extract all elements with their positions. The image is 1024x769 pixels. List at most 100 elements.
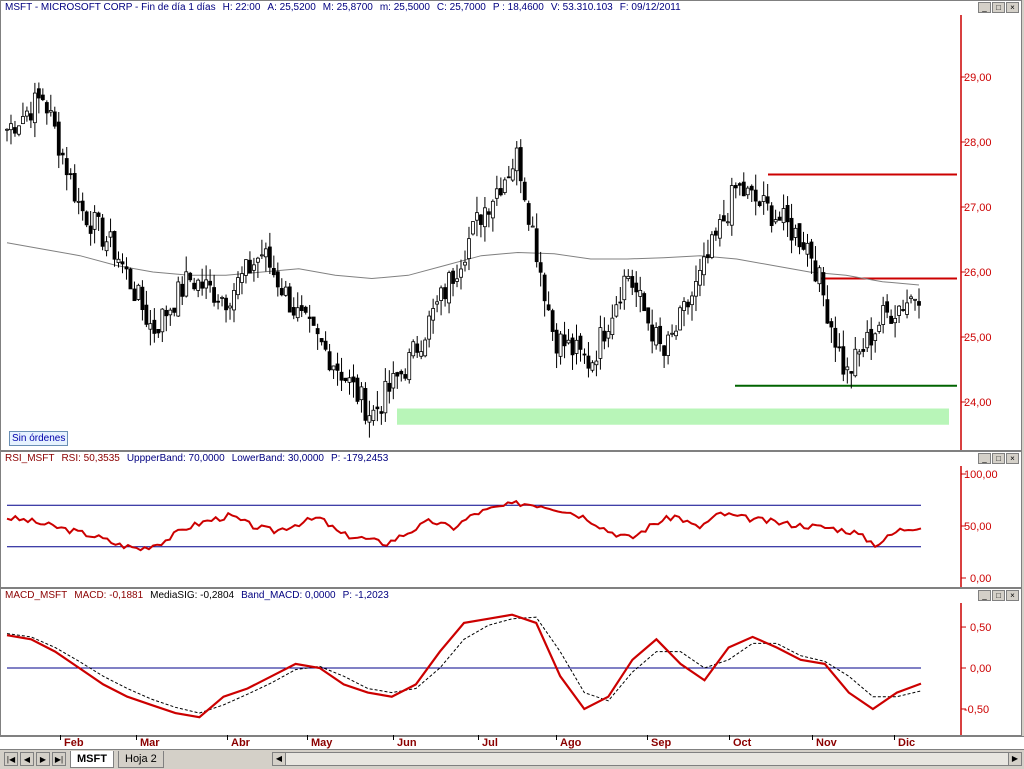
- candlestick: [530, 216, 535, 228]
- tab-msft[interactable]: MSFT: [70, 751, 114, 768]
- candlestick: [554, 323, 559, 369]
- candlestick: [84, 210, 89, 228]
- candlestick: [893, 305, 898, 338]
- candlestick: [455, 264, 459, 288]
- candlestick: [586, 342, 591, 378]
- month-label: Feb: [64, 737, 84, 749]
- orders-badge[interactable]: Sin órdenes: [9, 431, 69, 446]
- candlestick: [367, 400, 372, 438]
- next-icon[interactable]: ▶: [36, 752, 50, 766]
- title-part: C: 25,7000: [436, 2, 486, 13]
- candlestick: [271, 255, 276, 278]
- candlestick: [475, 196, 479, 237]
- price-tick-label: 28,00: [964, 137, 992, 149]
- candlestick: [423, 337, 428, 358]
- candlestick: [140, 280, 145, 321]
- candlestick: [494, 175, 499, 206]
- close-icon[interactable]: ×: [1006, 590, 1019, 601]
- tab-hoja-2[interactable]: Hoja 2: [118, 751, 164, 768]
- candlestick: [690, 291, 694, 321]
- close-icon[interactable]: ×: [1006, 453, 1019, 464]
- candlestick: [315, 323, 320, 350]
- title-part: Band_MACD: 0,0000: [241, 590, 336, 601]
- candlestick: [793, 224, 798, 246]
- candlestick: [283, 280, 288, 297]
- candlestick: [275, 262, 280, 297]
- candlestick: [670, 324, 674, 338]
- candlestick: [841, 330, 846, 382]
- candlestick: [721, 199, 726, 222]
- first-icon[interactable]: |◀: [4, 752, 18, 766]
- title-part: P: -1,2023: [342, 590, 389, 601]
- candlestick: [351, 364, 356, 398]
- candlestick: [817, 265, 822, 292]
- candlestick: [180, 276, 185, 306]
- candlestick: [713, 227, 718, 241]
- candlestick: [108, 218, 113, 248]
- candlestick: [244, 259, 248, 284]
- candlestick: [797, 223, 802, 255]
- minimize-icon[interactable]: _: [978, 590, 991, 601]
- candlestick: [427, 310, 432, 348]
- rsi-tick-label: 50,00: [964, 521, 992, 533]
- minimize-icon[interactable]: _: [978, 453, 991, 464]
- candlestick: [885, 294, 890, 319]
- candlestick: [92, 205, 97, 244]
- candlestick: [411, 339, 416, 359]
- candlestick: [208, 269, 213, 293]
- candlestick: [682, 297, 686, 327]
- candlestick: [741, 172, 746, 197]
- candlestick: [905, 289, 909, 319]
- candlestick: [152, 308, 157, 343]
- month-label: Mar: [140, 737, 160, 749]
- candlestick: [188, 271, 193, 283]
- candlestick: [502, 177, 507, 195]
- candlestick: [156, 328, 161, 338]
- candlestick: [355, 374, 360, 405]
- candlestick: [335, 352, 340, 386]
- candlestick: [331, 365, 336, 379]
- candlestick: [514, 141, 519, 186]
- candlestick: [204, 265, 209, 299]
- candlestick: [674, 325, 678, 340]
- candlestick: [291, 297, 296, 320]
- close-icon[interactable]: ×: [1006, 2, 1019, 13]
- candlestick: [562, 321, 567, 359]
- candlestick: [706, 239, 710, 264]
- month-label: May: [311, 737, 333, 749]
- candlestick: [435, 295, 440, 313]
- candlestick: [737, 182, 742, 196]
- candlestick: [638, 276, 643, 313]
- candlestick: [323, 331, 328, 352]
- month-tick: [307, 735, 308, 740]
- maximize-icon[interactable]: □: [992, 590, 1005, 601]
- candlestick: [467, 226, 471, 271]
- price-tick-label: 25,00: [964, 332, 992, 344]
- candlestick: [566, 328, 571, 345]
- candlestick: [479, 214, 483, 238]
- candlestick: [757, 200, 762, 208]
- candlestick: [72, 164, 77, 204]
- candlestick: [419, 340, 424, 360]
- candlestick: [729, 177, 734, 236]
- candlestick: [837, 333, 842, 352]
- candlestick: [686, 299, 690, 315]
- prev-icon[interactable]: ◀: [20, 752, 34, 766]
- candlestick: [678, 305, 682, 331]
- candlestick: [339, 357, 344, 392]
- price-tick-label: 26,00: [964, 267, 992, 279]
- maximize-icon[interactable]: □: [992, 453, 1005, 464]
- maximize-icon[interactable]: □: [992, 2, 1005, 13]
- minimize-icon[interactable]: _: [978, 2, 991, 13]
- horizontal-scrollbar[interactable]: ◀ ▶: [272, 752, 1022, 766]
- last-icon[interactable]: ▶|: [52, 752, 66, 766]
- rsi-line: [6, 499, 922, 552]
- candlestick: [853, 336, 858, 378]
- scroll-left-icon[interactable]: ◀: [273, 753, 286, 765]
- support-zone: [397, 408, 949, 425]
- candlestick: [144, 290, 149, 328]
- title-part: V: 53.310.103: [550, 2, 613, 13]
- candlestick: [299, 295, 304, 318]
- scroll-right-icon[interactable]: ▶: [1008, 753, 1021, 765]
- title-part: P: -179,2453: [330, 453, 389, 464]
